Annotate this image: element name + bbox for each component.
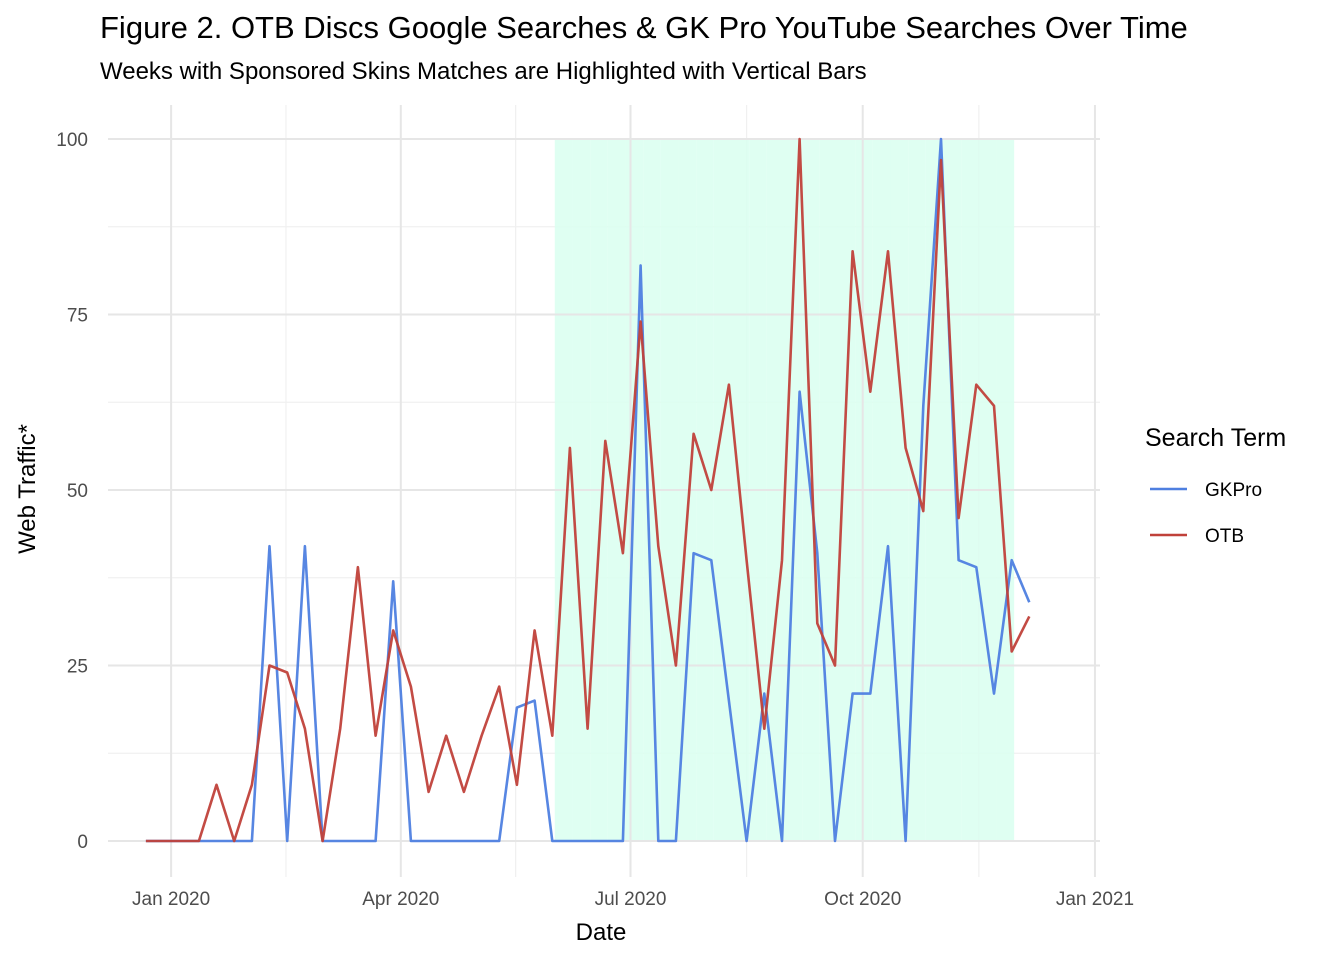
y-tick-label: 75 — [67, 306, 88, 327]
series-line-otb — [145, 137, 1031, 843]
y-axis-title: Web Traffic* — [14, 424, 41, 554]
legend-title: Search Term — [1145, 424, 1286, 452]
y-tick-label: 25 — [67, 657, 88, 678]
x-axis-ticks: Jan 2020 Apr 2020 Jul 2020 Oct 2020 Jan 2021 — [132, 889, 1134, 910]
legend-label-otb: OTB — [1205, 526, 1244, 547]
x-tick-label: Jan 2021 — [1056, 889, 1134, 910]
series-line-gkpro — [145, 137, 1031, 843]
x-tick-label: Jul 2020 — [595, 889, 667, 910]
x-tick-label: Apr 2020 — [362, 889, 439, 910]
x-tick-label: Oct 2020 — [824, 889, 901, 910]
y-tick-label: 100 — [56, 130, 88, 151]
y-tick-label: 50 — [67, 481, 88, 502]
y-tick-label: 0 — [77, 832, 88, 853]
y-axis-ticks: 0 25 50 75 100 — [56, 130, 88, 853]
legend-items: GKPro OTB — [1150, 480, 1262, 547]
legend-label-gkpro: GKPro — [1205, 480, 1262, 501]
chart-title: Figure 2. OTB Discs Google Searches & GK… — [100, 10, 1188, 45]
chart-subtitle: Weeks with Sponsored Skins Matches are H… — [100, 58, 867, 85]
x-tick-label: Jan 2020 — [132, 889, 210, 910]
legend: Search Term GKPro OTB — [1145, 424, 1286, 547]
series-lines — [145, 137, 1031, 843]
x-axis-title: Date — [576, 919, 627, 946]
major-gridlines — [108, 105, 1100, 877]
